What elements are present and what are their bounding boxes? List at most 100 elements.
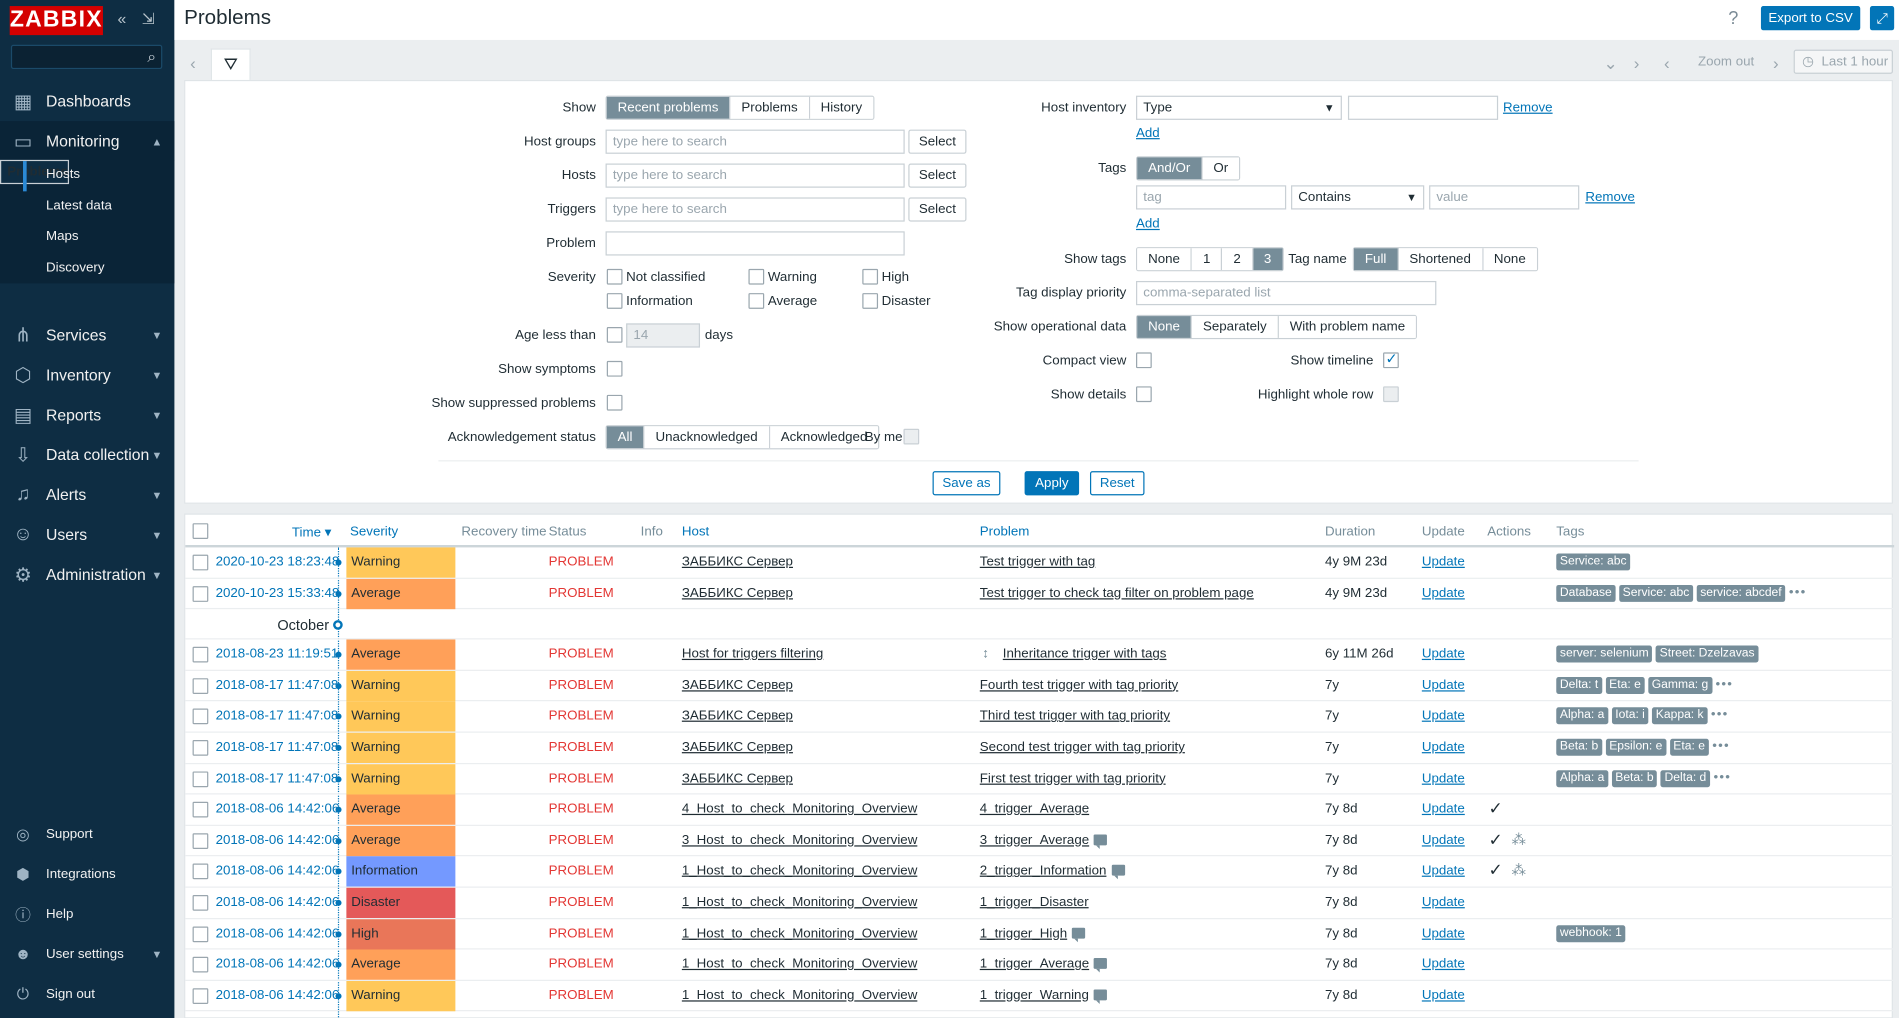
problem-time[interactable]: 2018-08-06 14:42:06 <box>215 895 340 910</box>
zoom-out-button[interactable]: Zoom out <box>1697 54 1755 70</box>
host-link[interactable]: 4_Host_to_check_Monitoring_Overview <box>681 801 918 817</box>
update-link[interactable]: Update <box>1421 863 1465 879</box>
host-link[interactable]: ЗАББИКС Сервер <box>681 554 793 570</box>
update-link[interactable]: Update <box>1421 925 1465 941</box>
zabbix-logo[interactable]: ZABBIX <box>9 6 103 36</box>
filter-tab[interactable]: ⛛ <box>210 48 251 82</box>
show-symptoms-checkbox[interactable] <box>606 360 623 377</box>
chevron-right-icon[interactable]: › <box>1633 53 1640 73</box>
chevron-right-icon[interactable]: › <box>1773 53 1779 73</box>
help-icon[interactable]: ? <box>1728 8 1739 30</box>
problem-time[interactable]: 2018-08-06 14:42:06 <box>215 832 340 848</box>
row-checkbox[interactable] <box>192 925 209 942</box>
fullscreen-icon[interactable]: ⤢ <box>1869 6 1895 31</box>
severity-average-checkbox[interactable] <box>748 293 765 309</box>
problem-time[interactable]: 2018-08-06 14:42:06 <box>215 801 340 817</box>
tag-badge[interactable]: Beta: b <box>1611 769 1658 787</box>
host-link[interactable]: 1_Host_to_check_Monitoring_Overview <box>681 863 918 879</box>
host-link[interactable]: ЗАББИКС Сервер <box>681 677 793 693</box>
acknowledged-check-icon[interactable]: ✓ <box>1488 798 1503 818</box>
update-link[interactable]: Update <box>1421 708 1465 724</box>
header-problem[interactable]: Problem <box>979 524 1030 539</box>
show-timeline-checkbox[interactable] <box>1383 350 1399 369</box>
row-checkbox[interactable] <box>192 739 209 756</box>
row-checkbox[interactable] <box>192 554 209 571</box>
menu-administration[interactable]: ⚙ Administration ▼ <box>0 555 174 595</box>
tag-add-link[interactable]: Add <box>1136 216 1160 232</box>
more-tags-icon[interactable]: ••• <box>1710 707 1729 723</box>
problem-link[interactable]: 1_trigger_Average <box>979 956 1090 972</box>
host-link[interactable]: 1_Host_to_check_Monitoring_Overview <box>681 895 918 910</box>
problem-link[interactable]: 4_trigger_Average <box>979 801 1090 817</box>
header-time[interactable]: Time ▾ <box>291 525 332 541</box>
problem-input[interactable] <box>605 231 905 256</box>
problem-link[interactable]: 1_trigger_Disaster <box>979 895 1089 910</box>
export-csv-button[interactable]: Export to CSV <box>1760 6 1861 31</box>
menu-users[interactable]: ☺ Users ▼ <box>0 515 174 555</box>
opdata-none[interactable]: None <box>1137 316 1193 338</box>
severity-high-checkbox[interactable] <box>862 268 879 285</box>
show-tags-2[interactable]: 2 <box>1222 248 1253 271</box>
tags-and-or[interactable]: And/Or <box>1137 157 1203 180</box>
problem-link[interactable]: Fourth test trigger with tag priority <box>979 677 1179 693</box>
host-link[interactable]: Host for triggers filtering <box>681 646 824 662</box>
update-link[interactable]: Update <box>1421 585 1465 601</box>
host-link[interactable]: 1_Host_to_check_Monitoring_Overview <box>681 956 918 972</box>
submenu-problems[interactable]: Problems <box>0 159 70 192</box>
tag-badge[interactable]: server: selenium <box>1556 645 1653 663</box>
problem-time[interactable]: 2018-08-06 14:42:06 <box>215 863 340 879</box>
submenu-maps[interactable]: Maps <box>46 228 79 244</box>
tag-badge[interactable]: Service: abc <box>1619 584 1693 602</box>
problem-link[interactable]: Test trigger with tag <box>979 554 1096 570</box>
tag-operator-select[interactable]: Contains ▼ <box>1291 185 1425 210</box>
show-tags-3[interactable]: 3 <box>1252 248 1283 271</box>
tag-badge[interactable]: Eta: e <box>1669 738 1709 756</box>
severity-warning-checkbox[interactable] <box>748 268 765 285</box>
inventory-field-select[interactable]: Type ▼ <box>1136 95 1342 120</box>
update-link[interactable]: Update <box>1421 770 1465 786</box>
update-link[interactable]: Update <box>1421 801 1465 817</box>
tag-name-shortened[interactable]: Shortened <box>1398 248 1483 271</box>
tags-or[interactable]: Or <box>1202 157 1240 180</box>
hosts-select-button[interactable]: Select <box>908 163 967 188</box>
more-tags-icon[interactable]: ••• <box>1715 676 1734 692</box>
message-icon[interactable] <box>1093 989 1108 1004</box>
tag-badge[interactable]: Service: abc <box>1556 553 1631 571</box>
row-checkbox[interactable] <box>192 585 209 602</box>
menu-monitoring[interactable]: ▭ Monitoring ▲ <box>0 121 175 162</box>
inventory-add-link[interactable]: Add <box>1136 125 1160 141</box>
menu-reports[interactable]: ▤ Reports ▼ <box>0 395 174 435</box>
submenu-latest-data[interactable]: Latest data <box>46 198 112 213</box>
opdata-separately[interactable]: Separately <box>1192 316 1279 338</box>
problem-time[interactable]: 2020-10-23 15:33:48 <box>215 585 340 601</box>
message-icon[interactable] <box>1072 927 1086 942</box>
select-all-checkbox[interactable] <box>192 523 209 539</box>
severity-not-classified-checkbox[interactable] <box>606 268 623 285</box>
menu-user-settings[interactable]: ☻ User settings ▼ <box>0 934 174 974</box>
update-link[interactable]: Update <box>1421 956 1465 972</box>
row-checkbox[interactable] <box>192 646 209 663</box>
search-icon[interactable]: ⌕ <box>147 47 157 66</box>
tag-input[interactable]: tag <box>1136 185 1287 210</box>
host-groups-input[interactable]: type here to search <box>605 129 905 154</box>
actions-graph-icon[interactable]: ⁂ <box>1511 861 1526 879</box>
tag-badge[interactable]: Epsilon: e <box>1605 738 1667 756</box>
row-checkbox[interactable] <box>192 832 209 849</box>
problem-link[interactable]: Inheritance trigger with tags <box>1002 646 1167 662</box>
update-link[interactable]: Update <box>1421 895 1465 910</box>
more-tags-icon[interactable]: ••• <box>1788 584 1807 600</box>
show-suppressed-checkbox[interactable] <box>606 394 623 411</box>
tag-badge[interactable]: webhook: 1 <box>1556 924 1626 942</box>
tag-badge[interactable]: Delta: t <box>1556 676 1602 694</box>
compact-view-checkbox[interactable] <box>1136 352 1152 369</box>
reset-button[interactable]: Reset <box>1089 471 1145 496</box>
age-checkbox[interactable] <box>606 326 623 343</box>
chevron-down-icon[interactable]: ⌄ <box>1603 53 1618 73</box>
more-tags-icon[interactable]: ••• <box>1712 738 1730 754</box>
problem-time[interactable]: 2018-08-17 11:47:08 <box>215 770 339 786</box>
problem-link[interactable]: Third test trigger with tag priority <box>979 708 1171 724</box>
problem-link[interactable]: 3_trigger_Average <box>979 832 1090 848</box>
apply-button[interactable]: Apply <box>1024 471 1080 496</box>
menu-integrations[interactable]: ⬢ Integrations <box>0 854 174 894</box>
problem-time[interactable]: 2018-08-17 11:47:08 <box>215 677 339 693</box>
